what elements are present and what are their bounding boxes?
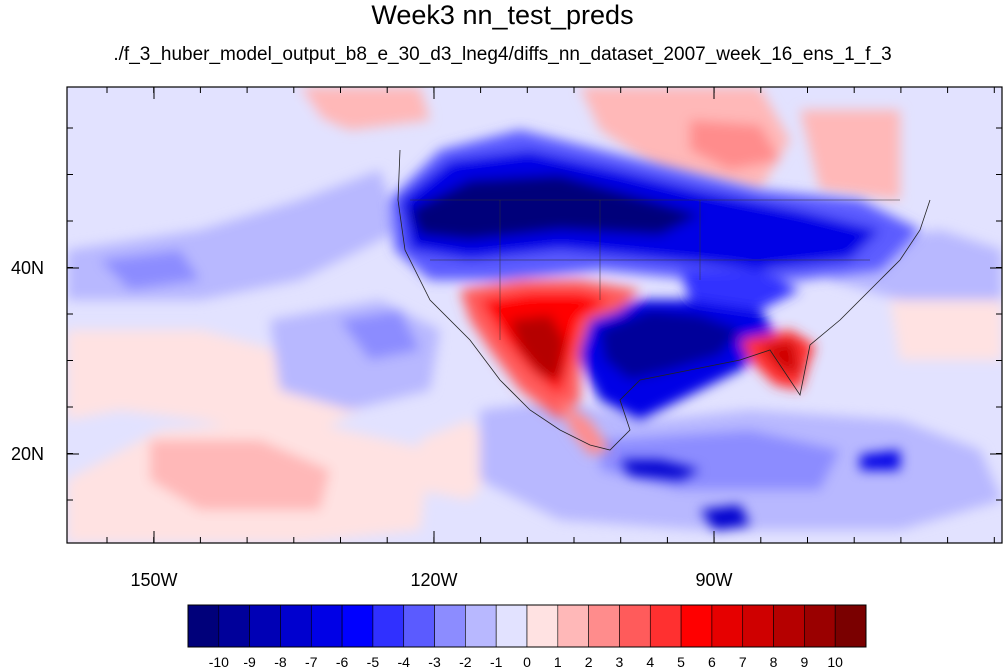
- colorbar-tick-label: 8: [769, 654, 778, 670]
- plot-subtitle: ./f_3_huber_model_output_b8_e_30_d3_lneg…: [113, 44, 892, 65]
- colorbar-tick-label: 7: [738, 654, 747, 670]
- colorbar-tick-label: -1: [489, 654, 503, 670]
- colorbar-tick-label: 3: [615, 654, 624, 670]
- colorbar-tick-label: -6: [335, 654, 349, 670]
- colorbar-tick-label: -3: [428, 654, 441, 670]
- colorbar-tick-label: -7: [305, 654, 318, 670]
- plot-title: Week3 nn_test_preds: [371, 0, 634, 30]
- colorbar-tick-label: -8: [274, 654, 287, 670]
- colorbar-tick-label: 2: [584, 654, 593, 670]
- colorbar-tick-label: 5: [677, 654, 685, 670]
- colorbar-tick-label: 0: [523, 654, 531, 670]
- lon-label-150w: 150W: [130, 570, 178, 590]
- lon-label-90w: 90W: [695, 570, 733, 590]
- axis-ticks: [67, 87, 1002, 543]
- anomaly-field: [67, 87, 1002, 543]
- colorbar-tick-label: 4: [646, 654, 655, 670]
- lon-label-120w: 120W: [410, 570, 458, 590]
- colorbar-tick-label: 9: [800, 654, 809, 670]
- colorbar-tick-label: -5: [366, 654, 380, 670]
- colorbar-tick-label: 1: [553, 654, 562, 670]
- colorbar-tick-label: -9: [243, 654, 256, 670]
- colorbar-tick-label: -4: [397, 654, 410, 670]
- lat-label-20n: 20N: [10, 444, 44, 464]
- colorbar-tick-label: -2: [459, 654, 472, 670]
- colorbar-tick-label: 10: [827, 654, 843, 670]
- map-frame: [66, 86, 1003, 544]
- lat-label-40n: 40N: [10, 258, 44, 278]
- colorbar-tick-label: 6: [708, 654, 716, 670]
- colorbar-tick-label: -10: [208, 654, 229, 670]
